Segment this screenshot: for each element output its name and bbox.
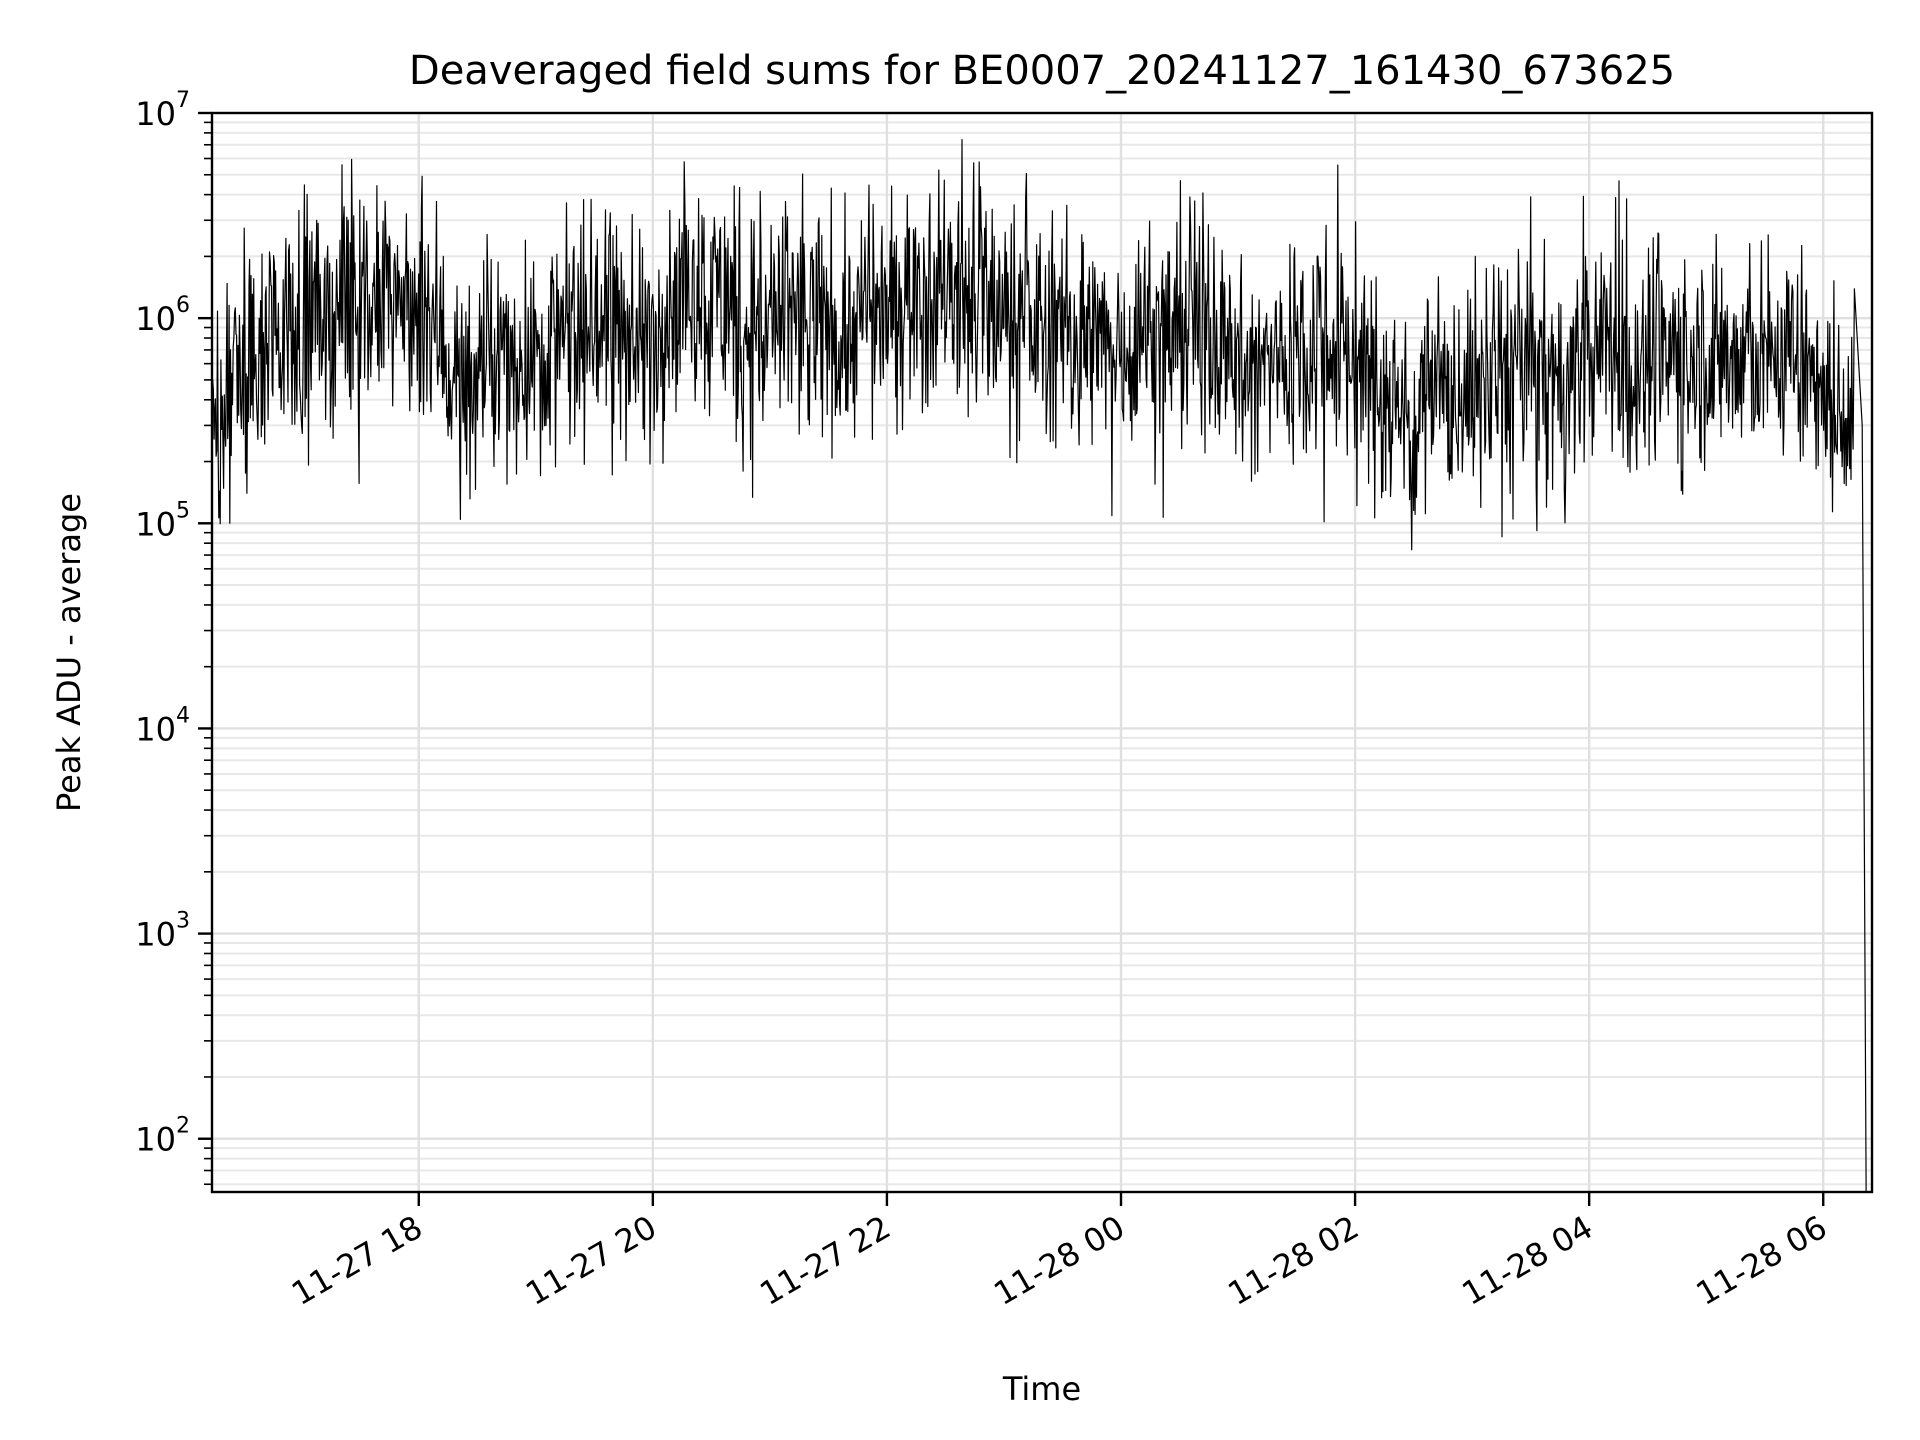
y-tick-exponent: 4 (176, 703, 190, 728)
y-tick-base: 10 (135, 916, 176, 954)
y-tick-base: 10 (135, 505, 176, 543)
y-axis-title: Peak ADU - average (50, 493, 88, 812)
y-tick-label: 103 (135, 909, 190, 954)
y-tick-base: 10 (135, 710, 176, 748)
x-axis-title: Time (1002, 1370, 1081, 1408)
y-tick-label: 105 (135, 498, 190, 543)
y-tick-base: 10 (135, 1121, 176, 1159)
y-tick-label: 106 (135, 293, 190, 338)
y-tick-exponent: 7 (176, 88, 190, 113)
y-tick-label: 102 (135, 1114, 190, 1159)
y-tick-exponent: 3 (176, 909, 190, 934)
y-tick-base: 10 (135, 95, 176, 133)
minor-gridlines (212, 121, 1872, 1186)
y-tick-exponent: 6 (176, 293, 190, 318)
y-tick-label: 107 (135, 88, 190, 133)
y-tick-base: 10 (135, 300, 176, 338)
series-line (211, 139, 1867, 1192)
y-tick-label: 104 (135, 703, 190, 748)
series-layer (211, 139, 1867, 1192)
plot-frame (210, 111, 1874, 1194)
chart-title: Deaveraged field sums for BE0007_2024112… (409, 48, 1675, 94)
y-tick-exponent: 5 (176, 498, 190, 523)
y-tick-exponent: 2 (176, 1114, 190, 1139)
